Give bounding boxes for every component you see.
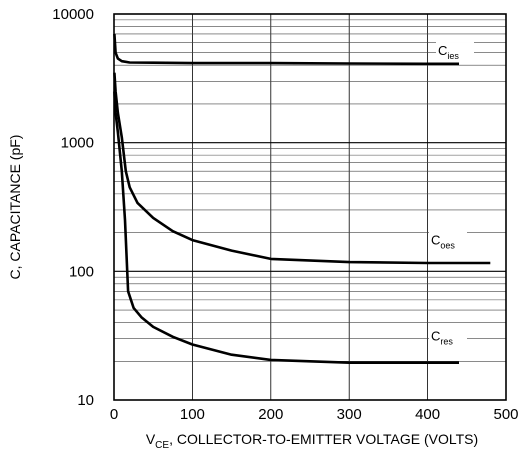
series-line-oes <box>113 72 491 265</box>
x-axis-label-prefix: V <box>146 431 156 447</box>
x-axis-label: VCE, COLLECTOR-TO-EMITTER VOLTAGE (VOLTS… <box>146 431 478 451</box>
y-tick-label: 100 <box>69 263 94 280</box>
plot-frame <box>113 13 507 401</box>
series-label-bg <box>429 231 467 252</box>
x-axis-label-sub: CE <box>155 440 169 451</box>
y-tick-label: 10 <box>77 392 94 409</box>
y-tick-label: 1000 <box>61 135 94 152</box>
series-label-subscript: oes <box>440 240 455 250</box>
x-axis-label-suffix: , COLLECTOR-TO-EMITTER VOLTAGE (VOLTS) <box>169 431 478 447</box>
series-line-res <box>113 91 459 364</box>
series-label-bg <box>436 42 474 63</box>
series-label-subscript: res <box>440 337 453 347</box>
x-tick-label: 0 <box>110 406 118 423</box>
y-tick-label: 10000 <box>52 6 94 23</box>
x-tick-label: 100 <box>180 406 205 423</box>
x-tick-label: 300 <box>337 406 362 423</box>
x-tick-label: 500 <box>493 406 518 423</box>
series-lines <box>113 34 491 364</box>
series-line-ies <box>114 34 488 64</box>
tick-labels: 0 100 200 300 400 500 10 100 1000 10000 <box>52 6 518 423</box>
x-tick-label: 400 <box>415 406 440 423</box>
x-tick-label: 200 <box>258 406 283 423</box>
series-label-subscript: ies <box>447 51 459 61</box>
y-axis-label: C, CAPACITANCE (pF) <box>7 135 23 280</box>
series-label-bg <box>429 327 467 348</box>
